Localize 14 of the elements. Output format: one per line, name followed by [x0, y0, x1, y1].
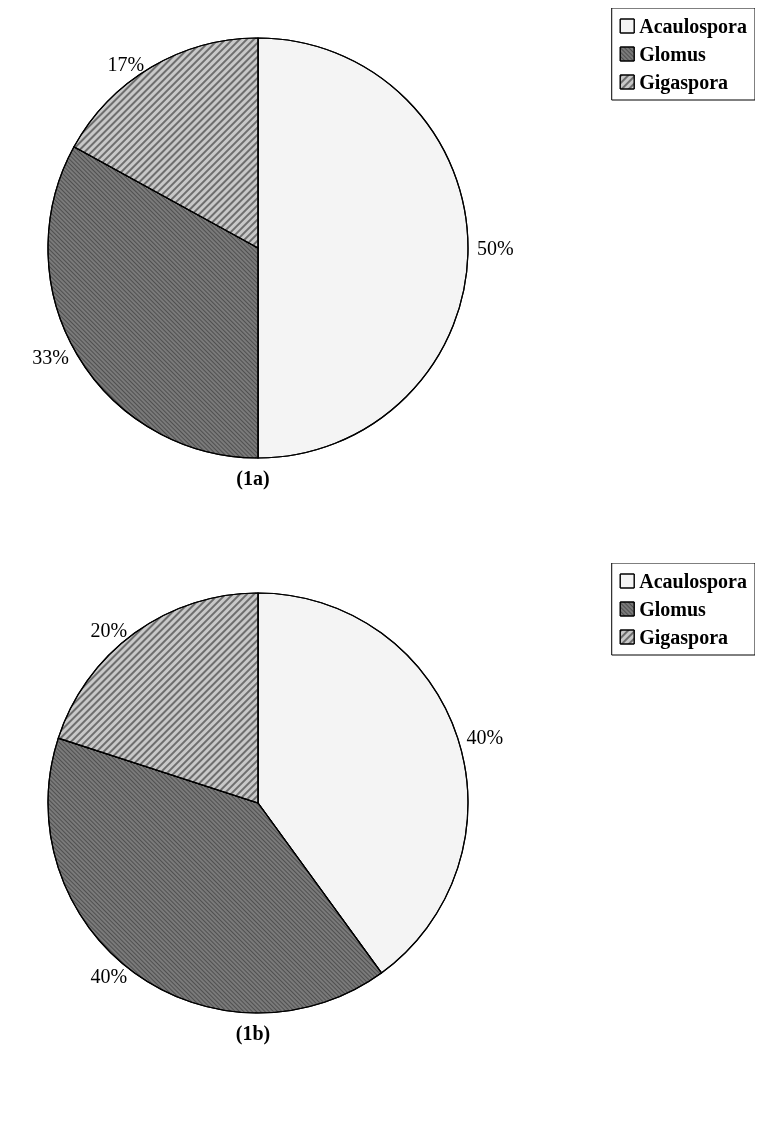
text: (1b): [235, 1022, 271, 1045]
data-label: 40%: [90, 965, 128, 988]
legend-label: Acaulospora: [639, 15, 748, 38]
text: (1a): [236, 467, 270, 490]
legend-label: Gigaspora: [639, 626, 729, 649]
data-label: 40%: [466, 725, 504, 748]
legend-label: Acaulospora: [639, 570, 748, 593]
data-label: 17%: [107, 52, 145, 75]
legend-label: Gigaspora: [639, 71, 729, 94]
data-label: 33%: [32, 345, 69, 368]
data-label: 50%: [477, 237, 514, 259]
data-label: 20%: [90, 618, 128, 641]
legend-label: Glomus: [639, 43, 707, 65]
legend-label: Glomus: [639, 598, 707, 620]
